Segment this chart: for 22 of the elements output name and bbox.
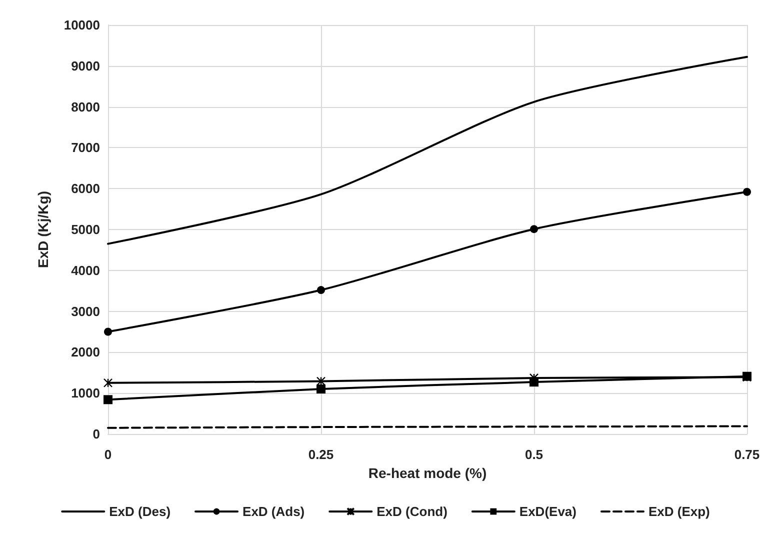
x-tick-label: 0.5: [524, 447, 544, 462]
x-tick-label: 0.75: [734, 447, 760, 462]
legend-label: ExD (Ads): [242, 504, 305, 519]
y-tick-label: 3000: [71, 304, 100, 319]
legend-label: ExD (Exp): [648, 504, 710, 519]
x-tick-label: 0.25: [308, 447, 334, 462]
y-tick-label: 5000: [71, 222, 100, 237]
y-tick-label: 10000: [64, 18, 100, 32]
y-tick-label: 6000: [71, 181, 100, 196]
y-axis-title: ExD (Kj/Kg): [35, 191, 51, 268]
x-tick-label: 0: [104, 447, 112, 462]
legend-label: ExD(Eva): [519, 504, 576, 519]
legend-label: ExD (Cond): [376, 504, 448, 519]
y-tick-label: 2000: [71, 344, 100, 360]
y-tick-label: 1000: [71, 386, 100, 401]
y-tick-label: 9000: [71, 58, 100, 74]
y-tick-label: 7000: [71, 140, 100, 156]
y-tick-label: 8000: [71, 99, 100, 114]
legend-label: ExD (Des): [109, 504, 171, 519]
x-axis-title: Re-heat mode (%): [368, 465, 487, 481]
y-tick-label: 0: [92, 426, 100, 442]
y-tick-label: 4000: [71, 262, 100, 278]
